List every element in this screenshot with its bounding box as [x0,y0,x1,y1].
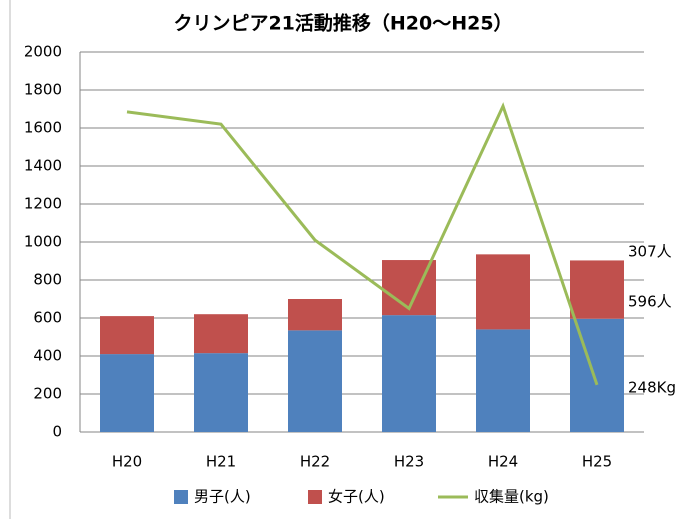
x-tick-label: H24 [488,453,518,471]
x-tick-label: H25 [582,453,612,471]
bar [570,318,624,432]
bar [476,254,530,330]
y-tick-label: 1000 [24,233,62,251]
legend-label: 収集量(kg) [474,488,549,506]
legend-label: 女子(人) [328,488,385,506]
legend-label: 男子(人) [194,488,251,506]
legend-swatch [174,490,188,504]
bar [570,260,624,319]
y-tick-label: 600 [33,309,62,327]
y-tick-label: 1200 [24,195,62,213]
y-tick-label: 1600 [24,119,62,137]
y-tick-label: 400 [33,347,62,365]
data-label: 307人 [628,243,672,261]
x-tick-label: H23 [394,453,424,471]
y-tick-label: 2000 [24,43,62,61]
bar [194,353,248,432]
legend-swatch [308,490,322,504]
data-label: 596人 [628,293,672,311]
y-tick-label: 800 [33,271,62,289]
bar [100,316,154,355]
x-tick-label: H21 [206,453,236,471]
line [126,102,599,386]
bar [288,330,342,432]
y-tick-label: 0 [52,423,62,441]
y-tick-label: 1800 [24,81,62,99]
bar [288,299,342,331]
bar [476,329,530,432]
x-tick-label: H20 [112,453,142,471]
data-label: 248Kg [628,379,676,397]
y-tick-label: 1400 [24,157,62,175]
bar [100,354,154,432]
y-tick-label: 200 [33,385,62,403]
bar [194,314,248,354]
bar [382,315,436,432]
chart-title: クリンピア21活動推移（H20～H25） [173,12,512,35]
x-tick-label: H22 [300,453,330,471]
